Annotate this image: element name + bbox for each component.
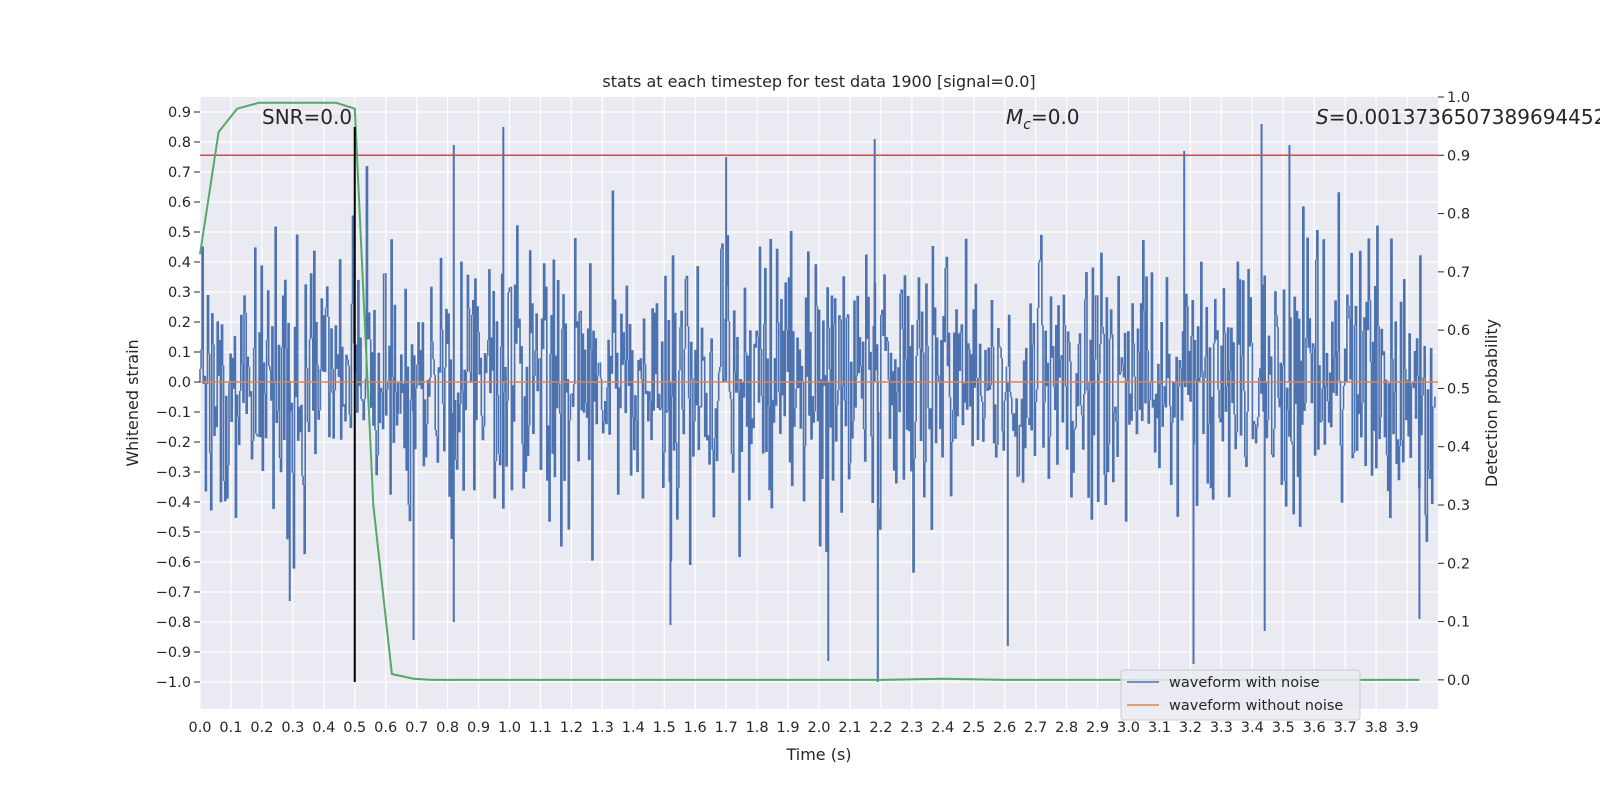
x-tick-label: 0.6 <box>374 720 397 736</box>
series-waveform-with-noise <box>199 124 1436 682</box>
noise-waveform-path <box>199 166 1436 573</box>
x-tick-label: 0.2 <box>250 720 273 736</box>
x-tick-label: 1.3 <box>591 720 614 736</box>
y-tick-label-right: 0.7 <box>1447 265 1470 281</box>
y-tick-label-right: 0.3 <box>1447 498 1470 514</box>
y-tick-label-left: 0.7 <box>168 165 191 181</box>
x-tick-label: 0.8 <box>436 720 459 736</box>
x-tick-label: 1.7 <box>715 720 738 736</box>
y-tick-label-left: −0.5 <box>156 525 191 541</box>
x-tick-label: 1.6 <box>684 720 707 736</box>
x-tick-label: 0.0 <box>188 720 211 736</box>
y-tick-label-left: −0.8 <box>156 615 191 631</box>
right-y-axis-ticks: 0.0 0.1 0.2 0.3 0.4 0.5 0.6 0.7 0.8 0.9 1.0 <box>1438 90 1470 689</box>
annotation-mc-subscript: c <box>1023 117 1031 133</box>
chart-title: stats at each timestep for test data 190… <box>602 72 1035 91</box>
y-tick-label-right: 0.6 <box>1447 323 1470 339</box>
legend-label-clean: waveform without noise <box>1169 698 1343 714</box>
x-tick-label: 1.9 <box>777 720 800 736</box>
y-tick-label-right: 0.5 <box>1447 381 1470 397</box>
x-tick-label: 2.5 <box>962 720 985 736</box>
y-tick-label-left: 0.6 <box>168 195 191 211</box>
x-tick-label: 3.1 <box>1148 720 1171 736</box>
x-tick-label: 3.2 <box>1179 720 1202 736</box>
x-tick-label: 3.9 <box>1396 720 1419 736</box>
y-tick-label-left: 0.4 <box>168 255 191 271</box>
x-tick-label: 3.3 <box>1210 720 1233 736</box>
x-axis-label: Time (s) <box>785 745 851 764</box>
x-tick-label: 2.9 <box>1086 720 1109 736</box>
x-tick-label: 1.1 <box>529 720 552 736</box>
y-tick-label-left: −0.3 <box>156 465 191 481</box>
y-tick-label-right: 0.8 <box>1447 207 1470 223</box>
x-tick-label: 2.1 <box>838 720 861 736</box>
x-tick-label: 1.5 <box>653 720 676 736</box>
x-tick-label: 3.4 <box>1241 720 1264 736</box>
x-tick-label: 0.7 <box>405 720 428 736</box>
x-tick-label: 2.0 <box>807 720 830 736</box>
x-tick-label: 2.6 <box>993 720 1016 736</box>
x-tick-label: 0.3 <box>281 720 304 736</box>
y-axis-label-left: Whitened strain <box>123 339 142 466</box>
y-tick-label-right: 0.1 <box>1447 615 1470 631</box>
x-tick-label: 0.5 <box>343 720 366 736</box>
y-tick-label-right: 0.9 <box>1447 148 1470 164</box>
x-tick-label: 3.5 <box>1272 720 1295 736</box>
x-tick-label: 1.2 <box>560 720 583 736</box>
x-tick-label: 2.8 <box>1055 720 1078 736</box>
y-tick-label-left: −0.2 <box>156 435 191 451</box>
x-tick-label: 1.4 <box>622 720 645 736</box>
y-tick-label-left: 0.0 <box>168 375 191 391</box>
y-tick-label-left: 0.3 <box>168 285 191 301</box>
annotation-s: S=0.0013736507389694452 <box>1316 105 1600 129</box>
x-tick-label: 3.8 <box>1365 720 1388 736</box>
annotation-s-value: =0.0013736507389694452 <box>1329 105 1600 129</box>
y-tick-label-left: −1.0 <box>156 675 191 691</box>
legend-label-noise: waveform with noise <box>1169 675 1320 691</box>
annotation-snr: SNR=0.0 <box>262 105 352 129</box>
x-tick-label: 3.6 <box>1303 720 1326 736</box>
y-tick-label-left: −0.4 <box>156 495 191 511</box>
y-axis-label-right: Detection probability <box>1482 319 1501 487</box>
y-tick-label-right: 1.0 <box>1447 90 1470 106</box>
y-tick-label-left: 0.9 <box>168 105 191 121</box>
x-tick-label: 3.0 <box>1117 720 1140 736</box>
y-tick-label-left: −0.6 <box>156 555 191 571</box>
y-tick-label-left: 0.1 <box>168 345 191 361</box>
x-tick-label: 1.0 <box>498 720 521 736</box>
x-tick-label: 0.9 <box>467 720 490 736</box>
x-tick-label: 2.4 <box>931 720 954 736</box>
y-tick-label-left: 0.8 <box>168 135 191 151</box>
annotation-mc-symbol: M <box>1006 105 1023 129</box>
annotation-s-symbol: S <box>1316 105 1329 129</box>
y-tick-label-right: 0.4 <box>1447 440 1470 456</box>
x-tick-label: 0.4 <box>312 720 335 736</box>
y-tick-label-left: −0.7 <box>156 585 191 601</box>
y-tick-label-right: 0.0 <box>1447 673 1470 689</box>
y-tick-label-right: 0.2 <box>1447 556 1470 572</box>
x-tick-label: 2.2 <box>869 720 892 736</box>
x-tick-label: 3.7 <box>1334 720 1357 736</box>
x-tick-label: 1.8 <box>746 720 769 736</box>
left-y-axis-ticks: 0.9 0.8 0.7 0.6 0.5 0.4 0.3 0.2 0.1 0.0 −0.1 −0.2 −0… <box>156 105 200 691</box>
legend: waveform with noise waveform without noi… <box>1120 669 1361 721</box>
y-tick-label-left: −0.9 <box>156 645 191 661</box>
overlay-lines <box>199 101 1438 682</box>
x-tick-label: 2.7 <box>1024 720 1047 736</box>
annotation-mc-value: =0.0 <box>1031 105 1080 129</box>
y-tick-label-left: −0.1 <box>156 405 191 421</box>
x-tick-label: 2.3 <box>900 720 923 736</box>
annotation-mc: Mc=0.0 <box>1006 105 1080 133</box>
x-axis-ticks: 0.0 0.1 0.2 0.3 0.4 0.5 0.6 0.7 0.8 0.9 1.0 1.1 1.2 1… <box>188 720 1418 736</box>
detection-probability-line <box>199 101 1420 681</box>
y-tick-label-left: 0.5 <box>168 225 191 241</box>
legend-box <box>1120 669 1361 721</box>
x-tick-label: 0.1 <box>219 720 242 736</box>
y-tick-label-left: 0.2 <box>168 315 191 331</box>
